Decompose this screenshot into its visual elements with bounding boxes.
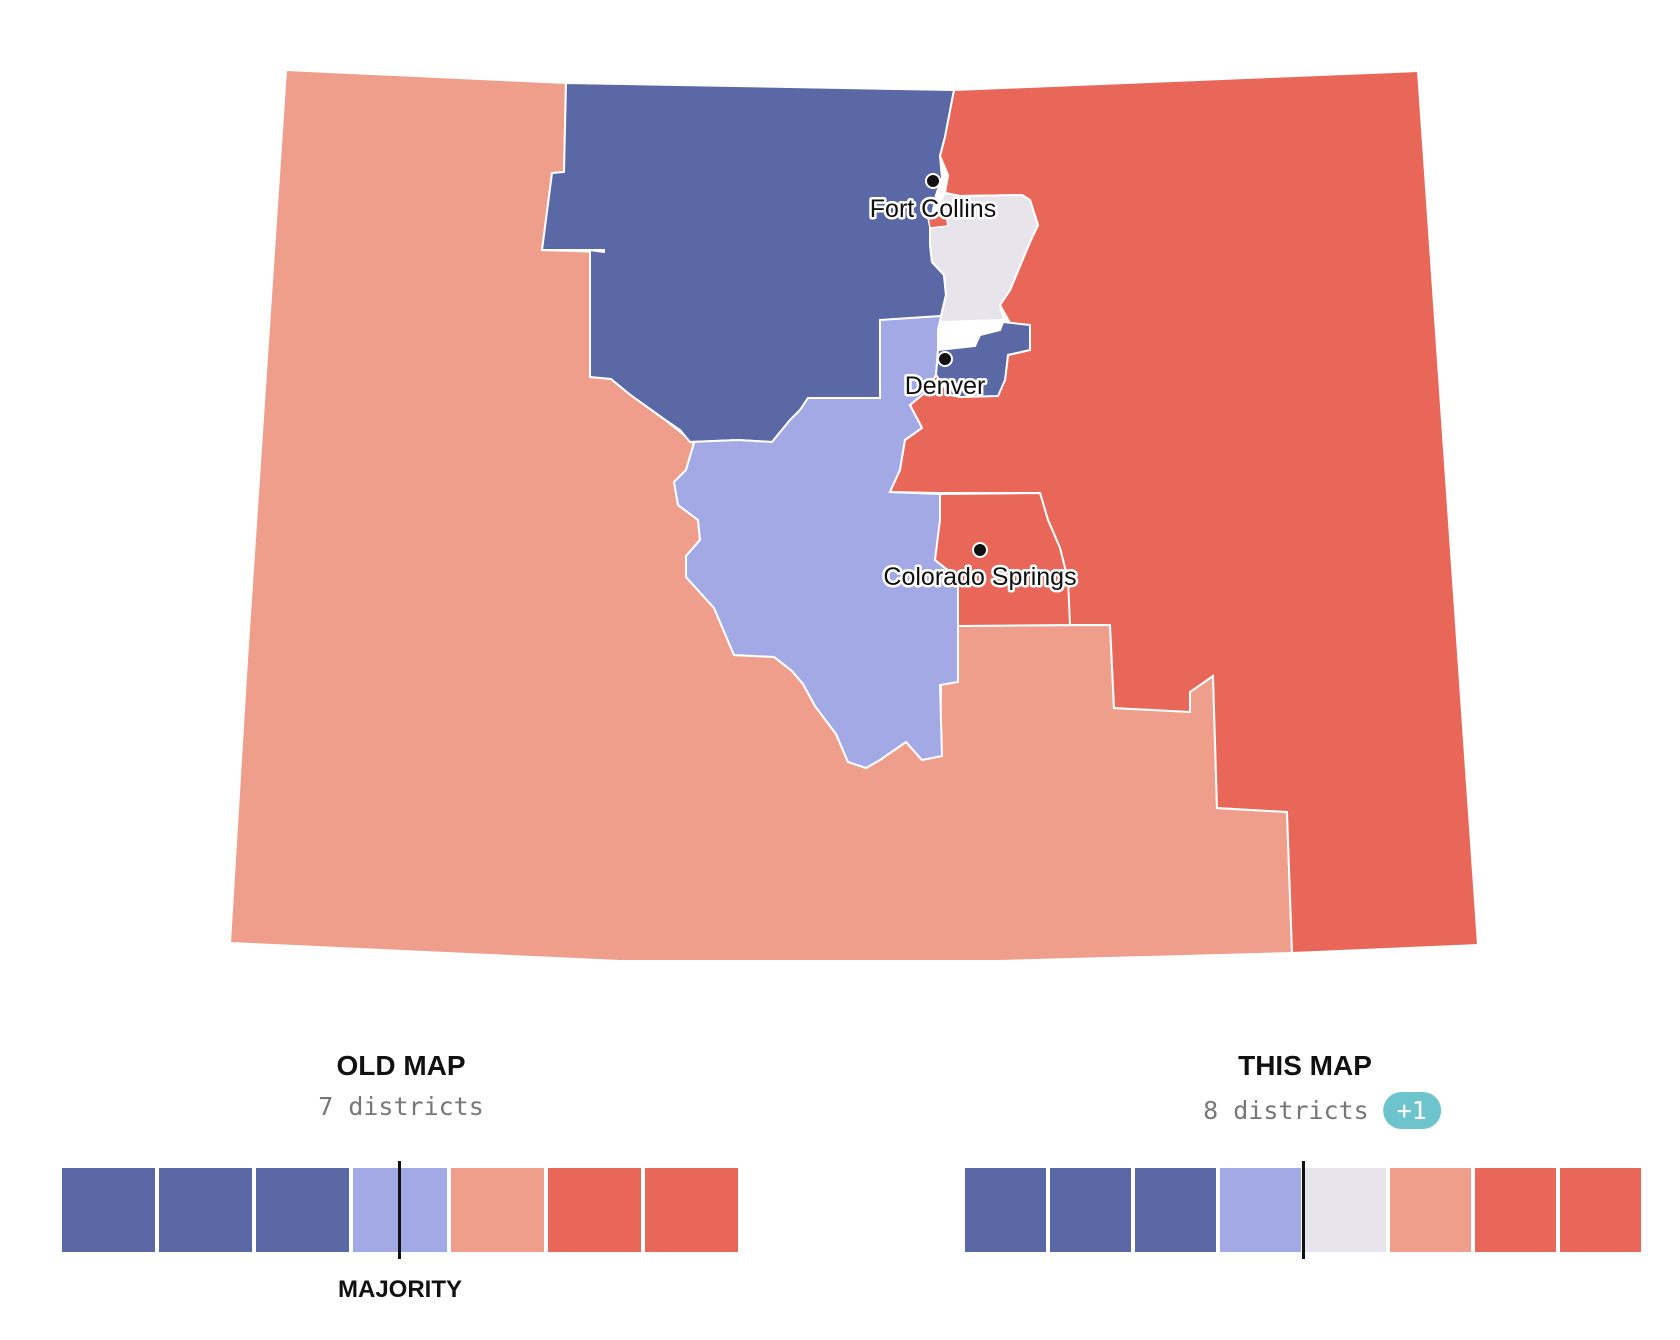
district-springs-safe-rep <box>933 491 1072 628</box>
seat-bar <box>62 1168 738 1252</box>
majority-label: MAJORITY <box>337 1276 463 1303</box>
legend-subtitle: 7 districts <box>318 1092 484 1121</box>
seat-safe-dem <box>1050 1168 1131 1252</box>
seat-safe-dem <box>1135 1168 1216 1252</box>
seat-safe-dem <box>965 1168 1046 1252</box>
colorado-district-map: Fort Collins Denver Colorado Springs <box>228 68 1480 962</box>
district-fortcollins-pocket <box>927 213 949 229</box>
district-denver-safe-dem <box>934 320 1031 399</box>
district-tossup <box>929 191 1040 324</box>
seat-lean-rep <box>450 1168 544 1252</box>
city-dot <box>937 351 953 367</box>
seat-tossup <box>1305 1168 1386 1252</box>
city-fort-collins: Fort Collins <box>867 173 999 226</box>
delta-badge: +1 <box>1382 1092 1441 1129</box>
city-dot <box>925 173 941 189</box>
seat-safe-dem <box>256 1168 350 1252</box>
seat-safe-dem <box>62 1168 156 1252</box>
majority-marker <box>398 1161 401 1259</box>
seat-safe-rep <box>1475 1168 1556 1252</box>
seat-lean-dem <box>1220 1168 1301 1252</box>
legend-title: THIS MAP <box>1238 1050 1372 1081</box>
district-count: 8 districts <box>1203 1096 1369 1125</box>
legend-title: OLD MAP <box>336 1050 466 1081</box>
seat-safe-rep <box>644 1168 738 1252</box>
map-svg: Fort Collins Denver Colorado Springs <box>228 68 1480 962</box>
seat-safe-dem <box>159 1168 253 1252</box>
seat-safe-rep <box>1560 1168 1641 1252</box>
seat-safe-rep <box>547 1168 641 1252</box>
city-label: Denver <box>905 372 986 400</box>
seat-lean-rep <box>1390 1168 1471 1252</box>
city-label: Colorado Springs <box>883 563 1076 591</box>
district-count: 7 districts <box>318 1092 484 1121</box>
city-label: Fort Collins <box>870 195 996 223</box>
majority-marker <box>1302 1161 1305 1259</box>
city-dot <box>972 542 988 558</box>
seat-bar <box>965 1168 1641 1252</box>
city-colorado-springs: Colorado Springs <box>881 542 1079 594</box>
city-denver: Denver <box>902 351 988 403</box>
legend-subtitle: 8 districts +1 <box>1203 1092 1441 1129</box>
